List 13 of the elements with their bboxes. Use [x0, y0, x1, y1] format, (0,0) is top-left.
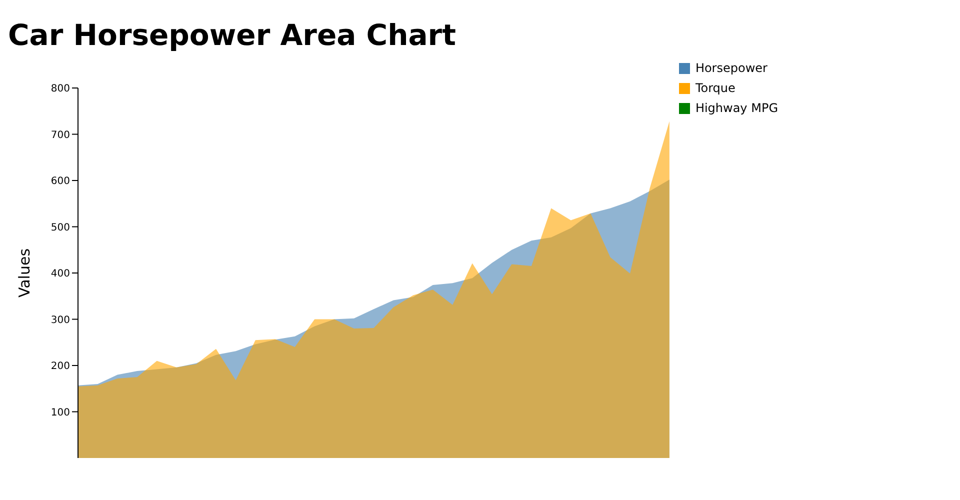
y-axis-title: Values — [15, 248, 34, 298]
legend-label: Torque — [695, 81, 736, 95]
y-tick-label: 400 — [50, 268, 70, 280]
y-tick-label: 700 — [50, 130, 70, 141]
y-tick-label: 800 — [50, 84, 70, 95]
y-tick-label: 600 — [50, 176, 70, 188]
y-tick-label: 200 — [50, 361, 70, 372]
legend-label: Horsepower — [695, 61, 768, 75]
legend-label: Highway MPG — [695, 101, 778, 115]
y-tick-label: 300 — [50, 314, 70, 326]
y-tick-label: 100 — [50, 407, 70, 418]
y-tick-label: 500 — [50, 222, 70, 234]
chart-title: Car Horsepower Area Chart — [8, 18, 457, 54]
